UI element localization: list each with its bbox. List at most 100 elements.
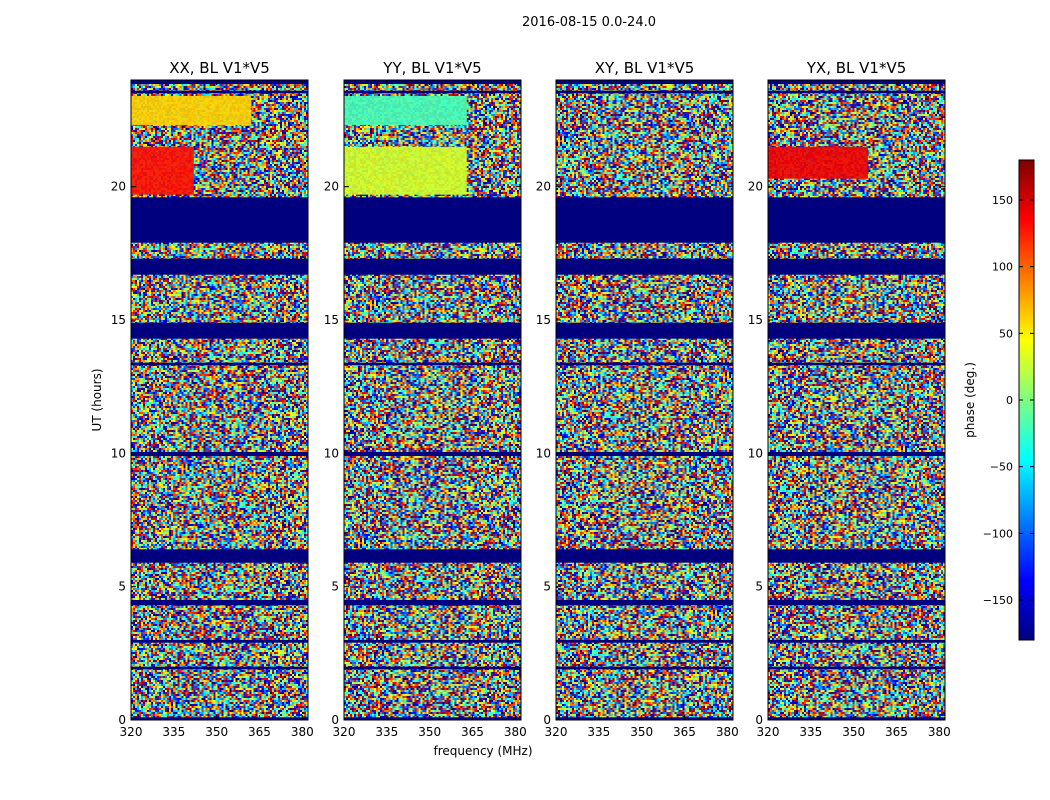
- y-axis-label: UT (hours): [90, 368, 104, 431]
- panel-1-flagged-band-6: [131, 452, 308, 456]
- colorbar: −150 −100 −50 0 50 100 150 phase (deg.): [963, 159, 1035, 641]
- panel-4-phase-noise: [768, 80, 945, 720]
- panel-1-y-tick-label-10: 10: [111, 446, 126, 460]
- panel-4-x-tick-label-380: 380: [928, 725, 951, 739]
- panel-3-flagged-band-5: [556, 549, 733, 563]
- panel-1-flagged-band-12: [131, 80, 308, 84]
- panel-1-flagged-band-9: [131, 258, 308, 275]
- panel-2-flagged-band-10: [344, 197, 521, 243]
- panel-2-y-tick-label-10: 10: [324, 446, 339, 460]
- colorbar-tick-label-6: 150: [992, 194, 1013, 207]
- x-axis-label: frequency (MHz): [433, 744, 532, 758]
- panel-3-flagged-band-11: [556, 90, 733, 94]
- panel-1-flagged-band-1: [131, 717, 308, 720]
- panel-2-flagged-band-11: [344, 90, 521, 94]
- panel-2-x-tick-label-365: 365: [461, 725, 484, 739]
- panel-1-x-tick-label-350: 350: [205, 725, 228, 739]
- panel-1-flagged-band-3: [131, 640, 308, 643]
- colorbar-tick-label-4: 50: [999, 327, 1013, 340]
- panel-3-title: XY, BL V1*V5: [595, 59, 695, 77]
- panel-3-y-tick-label-10: 10: [536, 446, 551, 460]
- panel-1-frame: [130, 79, 309, 721]
- panel-2-y-tick-label-5: 5: [331, 580, 339, 594]
- panel-1-flagged-band-4: [131, 600, 308, 606]
- panel-2-flagged-band-2: [344, 666, 521, 670]
- panel-2-flagged-band-4: [344, 600, 521, 606]
- panel-2: YY, BL V1*V5 320 335 350 365 380 0 5 10 15 20: [324, 59, 527, 739]
- panel-3-flagged-band-2: [556, 666, 733, 670]
- panel-4-flagged-band-4: [768, 600, 945, 606]
- colorbar-tick-label-3: 0: [1006, 394, 1013, 407]
- panel-2-flagged-band-9: [344, 258, 521, 275]
- panel-2-flagged-band-12: [344, 80, 521, 84]
- panel-1-y-tick-label-15: 15: [111, 313, 126, 327]
- panel-4-y-tick-label-15: 15: [748, 313, 763, 327]
- panel-3-flagged-band-3: [556, 640, 733, 643]
- panel-3-flagged-band-12: [556, 80, 733, 84]
- panel-3-frame: [555, 79, 734, 721]
- panel-3-x-tick-label-320: 320: [545, 725, 568, 739]
- colorbar-ticks: −150 −100 −50 0 50 100 150: [983, 194, 1034, 607]
- panel-2-band-1: [344, 146, 467, 195]
- panel-4-flagged-band-11: [768, 90, 945, 94]
- panel-1-flagged-band-2: [131, 666, 308, 670]
- panel-1-x-tick-label-320: 320: [120, 725, 143, 739]
- panel-3-flagged-band-4: [556, 600, 733, 606]
- figure-suptitle: 2016-08-15 0.0-24.0: [522, 15, 656, 30]
- panel-4-flagged-band-3: [768, 640, 945, 643]
- panel-2-frame: [343, 79, 522, 721]
- colorbar-tick-label-0: −150: [983, 594, 1013, 607]
- panel-1-x-tick-label-380: 380: [291, 725, 314, 739]
- panel-2-band-2: [344, 96, 467, 126]
- panel-1-x-tick-label-335: 335: [162, 725, 185, 739]
- panel-1-band-1: [131, 146, 194, 195]
- panel-4: YX, BL V1*V5 320 335 350 365 380 0 5 10 15 20: [748, 59, 951, 739]
- panel-4-flagged-band-9: [768, 258, 945, 275]
- panel-4-x-tick-label-320: 320: [757, 725, 780, 739]
- panel-1-flagged-band-5: [131, 549, 308, 563]
- panel-2-x-tick-label-335: 335: [375, 725, 398, 739]
- panel-4-flagged-band-7: [768, 362, 945, 366]
- panel-1: XX, BL V1*V5 320 335 350 365 380 0 5 10 15 20: [111, 59, 314, 739]
- panel-4-y-tick-label-5: 5: [755, 580, 763, 594]
- panel-3-flagged-band-8: [556, 322, 733, 339]
- panel-2-y-tick-label-0: 0: [331, 713, 339, 727]
- panel-4-y-tick-label-10: 10: [748, 446, 763, 460]
- panel-3-flagged-band-10: [556, 197, 733, 243]
- panel-1-flagged-band-11: [131, 90, 308, 94]
- panel-4-flagged-band-2: [768, 666, 945, 670]
- panel-3-phase-noise: [556, 80, 733, 720]
- panel-3-x-tick-label-365: 365: [673, 725, 696, 739]
- panel-3-flagged-band-1: [556, 717, 733, 720]
- panel-1-title: XX, BL V1*V5: [169, 59, 270, 77]
- panel-4-flagged-band-1: [768, 717, 945, 720]
- colorbar-tick-label-2: −50: [990, 461, 1013, 474]
- panel-3-x-tick-label-350: 350: [630, 725, 653, 739]
- panel-2-flagged-band-6: [344, 452, 521, 456]
- panel-2-y-tick-label-20: 20: [324, 180, 339, 194]
- panel-3-x-tick-label-380: 380: [716, 725, 739, 739]
- panel-3-flagged-band-6: [556, 452, 733, 456]
- panel-1-y-tick-label-0: 0: [118, 713, 126, 727]
- panel-3-y-tick-label-0: 0: [543, 713, 551, 727]
- panel-1-y-tick-label-5: 5: [118, 580, 126, 594]
- panel-4-flagged-band-12: [768, 80, 945, 84]
- panel-1-y-tick-label-20: 20: [111, 180, 126, 194]
- panel-3-flagged-band-7: [556, 362, 733, 366]
- panel-4-band-1: [768, 146, 868, 179]
- panel-2-x-tick-label-350: 350: [418, 725, 441, 739]
- panel-4-flagged-band-6: [768, 452, 945, 456]
- panel-1-flagged-band-7: [131, 362, 308, 366]
- panel-1-flagged-band-8: [131, 322, 308, 339]
- panel-3-flagged-band-9: [556, 258, 733, 275]
- panel-2-flagged-band-1: [344, 717, 521, 720]
- panel-4-flagged-band-10: [768, 197, 945, 243]
- panel-2-x-tick-label-380: 380: [504, 725, 527, 739]
- panel-3-x-tick-label-335: 335: [587, 725, 610, 739]
- panel-1-band-2: [131, 96, 251, 126]
- panel-4-x-tick-label-350: 350: [842, 725, 865, 739]
- panel-4-x-tick-label-365: 365: [885, 725, 908, 739]
- panel-4-frame: [767, 79, 946, 721]
